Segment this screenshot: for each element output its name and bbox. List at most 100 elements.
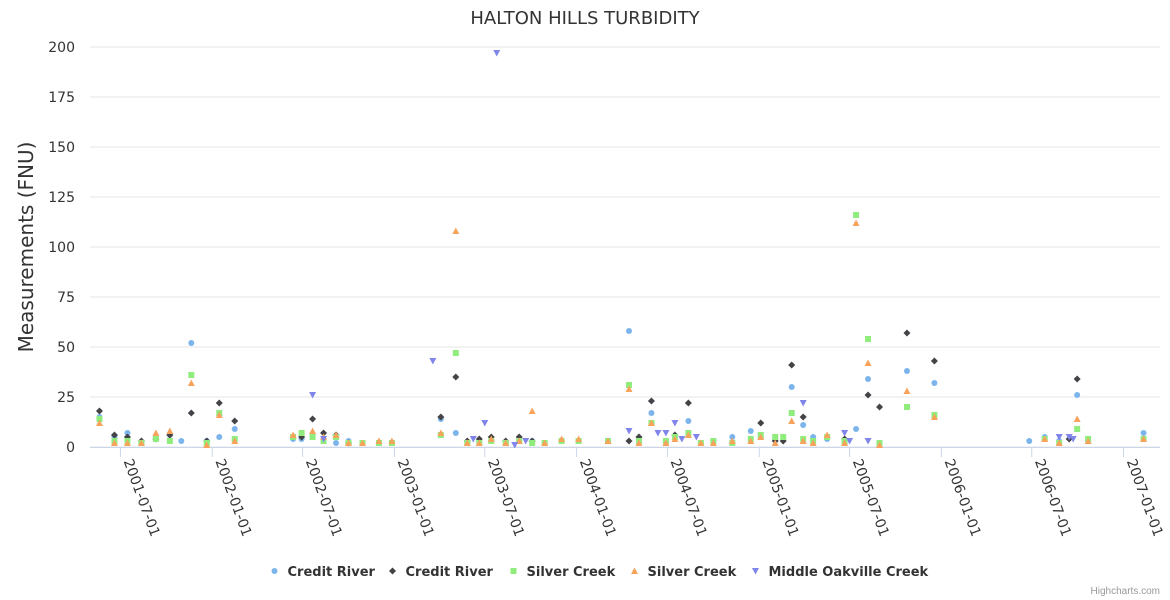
- data-point: [931, 380, 938, 386]
- data-point: [1140, 430, 1147, 436]
- data-point: [320, 429, 328, 437]
- data-point: [332, 431, 340, 438]
- data-point: [469, 436, 477, 443]
- legend-item[interactable]: Silver Creek: [631, 565, 737, 580]
- data-point: [437, 413, 445, 421]
- data-point: [729, 434, 736, 440]
- data-point: [635, 439, 643, 446]
- legend-label: Credit River: [406, 565, 494, 580]
- data-point: [298, 430, 305, 436]
- y-tick-label: 75: [57, 290, 75, 306]
- data-point: [152, 436, 159, 442]
- data-point: [728, 437, 736, 444]
- data-point: [529, 440, 536, 446]
- data-point: [481, 420, 489, 427]
- data-point: [137, 439, 145, 446]
- y-tick-label: 200: [48, 40, 75, 56]
- data-point: [452, 430, 459, 436]
- x-tick-label: 2002-07-01: [302, 457, 345, 539]
- legend-label: Credit River: [288, 565, 376, 580]
- data-point: [625, 437, 633, 445]
- data-point: [575, 435, 583, 442]
- legend-label: Silver Creek: [648, 565, 737, 580]
- data-point: [864, 391, 872, 399]
- data-point: [772, 434, 779, 440]
- data-point: [876, 403, 884, 411]
- data-point: [452, 227, 460, 234]
- data-point: [95, 407, 103, 415]
- legend-item[interactable]: Silver Creek: [510, 565, 616, 580]
- data-point: [375, 437, 383, 444]
- data-point: [231, 417, 239, 425]
- data-point: [1026, 438, 1033, 444]
- x-tick-label: 2002-01-01: [212, 457, 255, 539]
- data-point: [463, 439, 471, 446]
- data-point: [647, 397, 655, 405]
- data-point: [684, 431, 692, 438]
- data-point: [625, 385, 633, 392]
- data-point: [671, 420, 679, 427]
- data-point: [684, 399, 692, 407]
- data-point: [1073, 415, 1081, 422]
- data-point: [647, 419, 655, 426]
- data-point: [178, 438, 185, 444]
- data-point: [780, 434, 787, 440]
- data-point: [528, 407, 536, 414]
- data-point: [309, 392, 317, 399]
- data-point: [110, 439, 118, 446]
- data-point: [747, 437, 755, 444]
- data-point: [231, 426, 238, 432]
- data-point: [853, 212, 860, 218]
- data-point: [788, 361, 796, 369]
- legend-label: Middle Oakville Creek: [769, 565, 929, 580]
- data-point: [788, 410, 795, 416]
- data-point: [522, 438, 530, 445]
- data-point: [541, 439, 549, 446]
- y-tick-label: 100: [48, 240, 75, 256]
- data-point: [903, 387, 911, 394]
- data-point: [841, 439, 849, 446]
- data-point: [841, 430, 849, 437]
- legend-item[interactable]: Credit River: [389, 565, 494, 580]
- data-point: [309, 427, 317, 434]
- y-gridlines: [90, 46, 1160, 448]
- data-point: [930, 357, 938, 365]
- data-point: [203, 441, 211, 448]
- legend-symbol: [510, 568, 517, 574]
- data-point: [662, 430, 670, 437]
- data-point: [823, 431, 831, 438]
- x-tick-label: 2005-01-01: [758, 457, 801, 539]
- y-axis-title: Measurements (FNU): [14, 142, 38, 353]
- x-axis-ticks: 2001-07-01 2002-01-01 2002-07-01 2003-01-01…: [120, 447, 1166, 539]
- data-point: [604, 437, 612, 444]
- data-point: [110, 431, 118, 439]
- data-point: [1055, 439, 1063, 446]
- data-point: [493, 50, 501, 57]
- data-point: [511, 442, 519, 449]
- data-point: [865, 336, 872, 342]
- data-point: [678, 436, 686, 443]
- data-point: [903, 368, 910, 374]
- data-point: [903, 329, 911, 337]
- data-point: [1140, 435, 1148, 442]
- legend-item[interactable]: Middle Oakville Creek: [752, 565, 929, 580]
- data-point: [799, 413, 807, 421]
- legend-symbol: [389, 567, 396, 575]
- data-point: [187, 409, 195, 417]
- series-3: [95, 219, 1148, 448]
- credits-link[interactable]: Highcharts.com: [1091, 586, 1160, 597]
- data-point: [320, 436, 328, 443]
- data-point: [685, 418, 692, 424]
- legend-item[interactable]: Credit River: [271, 565, 376, 580]
- x-tick-label: 2004-07-01: [667, 457, 710, 539]
- data-point: [876, 441, 884, 448]
- data-point: [289, 431, 297, 438]
- data-point: [475, 439, 483, 446]
- x-tick-label: 2006-01-01: [941, 457, 984, 539]
- data-point: [358, 439, 366, 446]
- data-point: [487, 435, 495, 442]
- data-point: [452, 350, 459, 356]
- data-point: [95, 419, 103, 426]
- data-point: [692, 434, 700, 441]
- legend-symbol: [271, 568, 278, 574]
